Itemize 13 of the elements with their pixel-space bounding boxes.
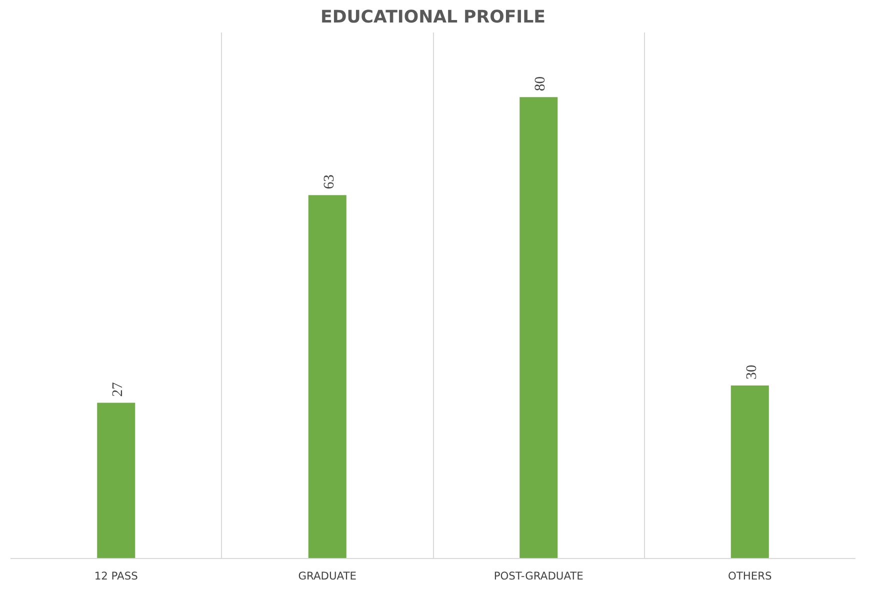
x-tick-label: OTHERS [728,570,772,582]
data-label: 80 [532,76,549,92]
bar [97,402,136,558]
bar [308,195,346,558]
chart-title: EDUCATIONAL PROFILE [320,8,546,28]
bar [730,385,769,558]
data-label: 30 [744,364,760,380]
data-label: 63 [321,174,338,190]
x-tick-label: POST-GRADUATE [494,570,584,582]
data-label: 27 [110,382,126,397]
bar [520,97,558,558]
x-tick-label: GRADUATE [298,570,357,582]
x-tick-label: 12 PASS [94,570,138,582]
